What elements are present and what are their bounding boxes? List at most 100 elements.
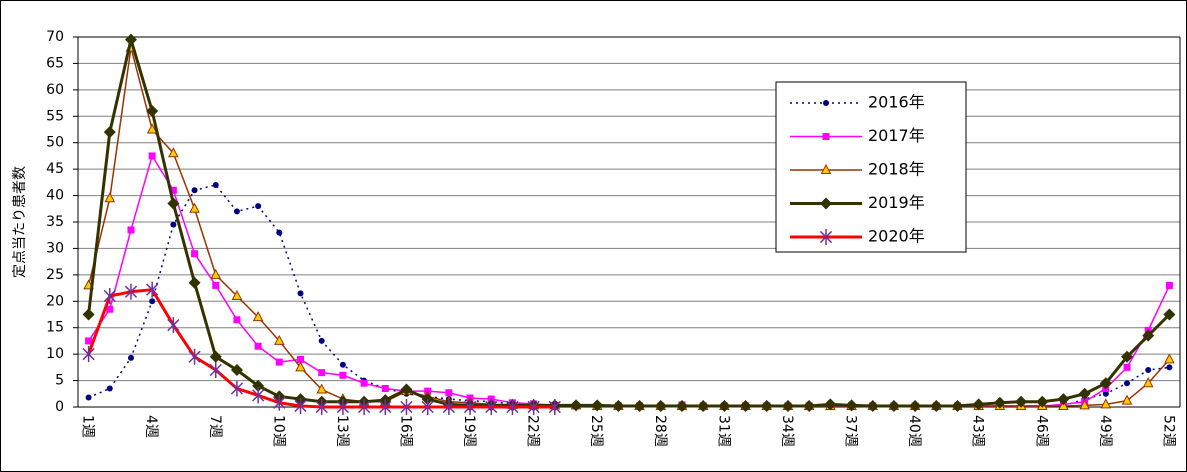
y-tick-label: 30 bbox=[46, 240, 64, 256]
point bbox=[1100, 398, 1112, 409]
point bbox=[252, 379, 265, 392]
point bbox=[339, 361, 346, 368]
point bbox=[379, 399, 392, 415]
point bbox=[1121, 350, 1134, 363]
point bbox=[318, 337, 325, 344]
point bbox=[339, 371, 347, 379]
point bbox=[570, 399, 583, 412]
point bbox=[739, 399, 752, 412]
y-tick-label: 15 bbox=[46, 320, 64, 336]
x-tick-label: 34週 bbox=[779, 415, 795, 447]
point bbox=[1079, 399, 1090, 410]
point bbox=[1142, 329, 1155, 342]
point bbox=[463, 399, 477, 415]
point bbox=[548, 399, 561, 415]
legend-marker bbox=[820, 163, 832, 174]
point bbox=[445, 389, 453, 397]
point bbox=[230, 380, 244, 397]
legend-marker bbox=[822, 133, 830, 140]
point bbox=[930, 399, 943, 412]
point bbox=[252, 311, 264, 322]
point bbox=[106, 305, 114, 313]
y-tick-label: 10 bbox=[46, 346, 64, 362]
point bbox=[188, 276, 201, 289]
point bbox=[233, 208, 240, 215]
point bbox=[127, 354, 134, 361]
point bbox=[866, 399, 879, 412]
x-tick-label: 49週 bbox=[1097, 415, 1113, 447]
point bbox=[421, 399, 434, 415]
point bbox=[82, 308, 95, 321]
point bbox=[442, 399, 455, 415]
point bbox=[146, 105, 159, 117]
point bbox=[318, 369, 326, 377]
point bbox=[276, 229, 283, 236]
point bbox=[210, 268, 222, 279]
x-tick-label: 52週 bbox=[1160, 415, 1176, 447]
point bbox=[255, 203, 262, 210]
legend-marker bbox=[820, 197, 832, 210]
legend-label: 2020年 bbox=[868, 227, 925, 246]
y-tick-label: 0 bbox=[55, 399, 64, 415]
point bbox=[230, 364, 243, 376]
point bbox=[212, 182, 219, 188]
point bbox=[294, 397, 307, 414]
point bbox=[127, 226, 135, 234]
point bbox=[233, 316, 241, 324]
point bbox=[972, 398, 985, 411]
point bbox=[103, 126, 116, 139]
point bbox=[169, 186, 177, 194]
point bbox=[212, 281, 220, 289]
point bbox=[1123, 363, 1131, 371]
point bbox=[1036, 395, 1049, 408]
x-tick-label: 25週 bbox=[588, 415, 604, 447]
legend-label: 2016年 bbox=[868, 93, 925, 112]
x-tick-label: 43週 bbox=[970, 415, 986, 447]
point bbox=[316, 383, 328, 394]
point bbox=[1142, 377, 1154, 388]
point bbox=[146, 281, 159, 298]
point bbox=[209, 350, 222, 363]
point bbox=[1102, 390, 1109, 397]
x-tick-label: 10週 bbox=[270, 415, 286, 447]
point bbox=[845, 399, 858, 412]
point bbox=[993, 396, 1006, 409]
point bbox=[1163, 308, 1176, 321]
y-axis-title: 定点当たり患者数 bbox=[12, 166, 28, 278]
point bbox=[297, 355, 305, 363]
point bbox=[803, 399, 816, 412]
x-tick-label: 7週 bbox=[207, 415, 223, 438]
point bbox=[1166, 364, 1173, 371]
point bbox=[506, 399, 519, 415]
point bbox=[188, 348, 201, 365]
point bbox=[104, 192, 116, 203]
point bbox=[654, 399, 667, 412]
point bbox=[612, 399, 625, 412]
point bbox=[1058, 399, 1069, 410]
point bbox=[167, 317, 180, 334]
point bbox=[273, 394, 286, 411]
point bbox=[887, 399, 900, 412]
y-tick-label: 20 bbox=[46, 293, 64, 309]
y-tick-label: 60 bbox=[46, 82, 64, 98]
x-tick-label: 1週 bbox=[80, 415, 96, 438]
y-tick-label: 40 bbox=[46, 188, 64, 204]
point bbox=[170, 221, 177, 228]
point bbox=[781, 399, 794, 412]
legend: 2016年 2017年 2018年 2019年 2020年 bbox=[775, 81, 967, 253]
x-tick-label: 46週 bbox=[1033, 415, 1049, 447]
point bbox=[275, 358, 283, 366]
x-tick-label: 31週 bbox=[715, 415, 731, 447]
point bbox=[591, 399, 604, 412]
point bbox=[191, 187, 198, 194]
point bbox=[85, 394, 92, 401]
point bbox=[485, 399, 498, 415]
point bbox=[273, 334, 285, 345]
point bbox=[1057, 393, 1070, 406]
x-tick-label: 40週 bbox=[906, 415, 922, 447]
point bbox=[675, 399, 688, 412]
x-tick-label: 28週 bbox=[652, 415, 668, 447]
point bbox=[1165, 281, 1173, 289]
